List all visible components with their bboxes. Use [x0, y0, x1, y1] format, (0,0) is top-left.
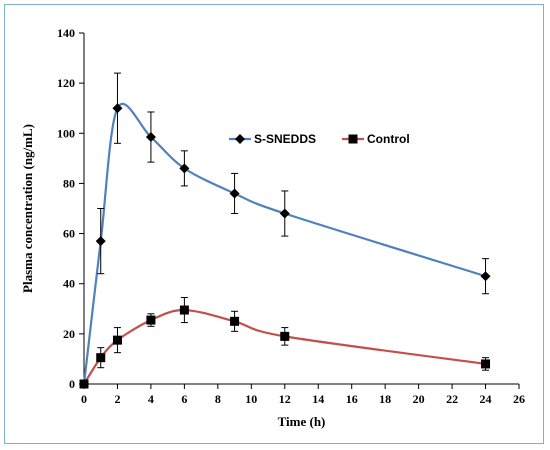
legend-marker [235, 134, 245, 144]
legend-marker [348, 134, 358, 144]
y-tick-label: 40 [63, 277, 75, 291]
legend-label: Control [367, 132, 410, 146]
x-tick-label: 2 [114, 392, 120, 406]
x-tick-label: 0 [81, 392, 87, 406]
y-tick-label: 140 [57, 26, 75, 40]
data-point-square [146, 315, 156, 325]
y-tick-label: 80 [63, 176, 75, 190]
x-tick-label: 24 [480, 392, 492, 406]
data-point-square [79, 379, 89, 389]
x-tick-label: 8 [215, 392, 221, 406]
x-tick-label: 22 [446, 392, 458, 406]
data-point-diamond [145, 132, 156, 143]
series-s-snedds [79, 72, 491, 389]
x-tick-label: 16 [346, 392, 358, 406]
data-point-square [481, 359, 491, 369]
x-tick-label: 14 [312, 392, 324, 406]
data-point-diamond [179, 163, 190, 174]
y-tick-label: 60 [63, 227, 75, 241]
data-point-diamond [95, 236, 106, 247]
data-point-square [230, 316, 240, 326]
legend-label: S-SNEDDS [254, 132, 316, 146]
data-point-square [179, 305, 189, 315]
x-tick-label: 20 [413, 392, 425, 406]
data-point-diamond [112, 103, 123, 114]
x-tick-label: 18 [379, 392, 391, 406]
series-layer [79, 72, 491, 389]
y-tick-label: 0 [69, 377, 75, 391]
series-line [83, 308, 486, 385]
y-tick-label: 100 [57, 126, 75, 140]
x-axis-label: Time (h) [278, 414, 326, 429]
x-tick-label: 12 [279, 392, 291, 406]
x-tick-label: 10 [245, 392, 257, 406]
line-chart: 0 2 4 6 8 10 12 14 16 18 20 22 24 2602040608010012014… [20, 26, 525, 429]
data-point-square [112, 335, 122, 345]
data-point-diamond [229, 188, 240, 199]
legend-item: Control [342, 132, 410, 146]
y-tick-label: 120 [57, 76, 75, 90]
x-tick-label: 6 [181, 392, 187, 406]
axes: 0 2 4 6 8 10 12 14 16 18 20 22 24 2602040608010012014… [57, 26, 525, 406]
chart-frame: 0 2 4 6 8 10 12 14 16 18 20 22 24 26 0 20 40 60 80 100 120 14… [4, 4, 544, 444]
x-tick-label: 4 [148, 392, 154, 406]
y-tick-label: 20 [63, 327, 75, 341]
data-point-square [96, 353, 106, 363]
data-point-square [280, 331, 290, 341]
data-point-diamond [279, 208, 290, 219]
series-control [79, 297, 491, 389]
x-tick-label: 26 [513, 392, 525, 406]
data-point-diamond [480, 271, 491, 282]
legend: S-SNEDDS Control [229, 132, 410, 146]
y-axis-label: Plasma concentration (ng/mL) [20, 124, 35, 293]
legend-item: S-SNEDDS [229, 132, 316, 146]
